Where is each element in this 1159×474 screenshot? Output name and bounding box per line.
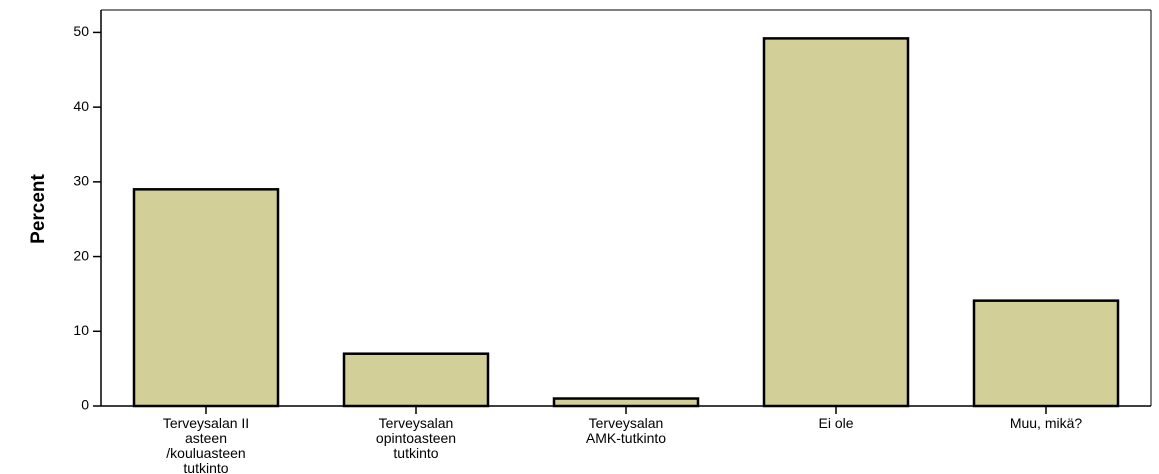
y-axis-label: Percent (28, 173, 49, 243)
x-category-label: Terveysalan AMK-tutkinto (586, 415, 666, 446)
bar (342, 352, 490, 408)
x-category-label-line: /kouluasteen (166, 445, 245, 461)
bar (552, 397, 700, 408)
x-category-label-line: Terveysalan (379, 415, 454, 431)
x-category-label-line: Muu, mikä? (1010, 415, 1083, 431)
y-tick-label: 40 (73, 98, 89, 114)
x-category-label-line: AMK-tutkinto (586, 430, 666, 446)
x-category-label-line: tutkinto (183, 460, 228, 474)
x-category-label: Terveysalan II asteen/kouluasteen tutkinto (163, 415, 249, 474)
x-category-label: Ei ole (818, 415, 853, 431)
bar (972, 299, 1120, 408)
y-tick-label: 50 (73, 23, 89, 39)
x-category-labels: Terveysalan II asteen/kouluasteen tutkinto… (163, 415, 1083, 474)
x-category-label: Muu, mikä? (1010, 415, 1083, 431)
bars (132, 37, 1120, 408)
x-category-label-line: Terveysalan (589, 415, 664, 431)
bar (762, 37, 910, 408)
x-category-label-line: asteen (185, 430, 227, 446)
x-category-label-line: Terveysalan II (163, 415, 249, 431)
y-tick-label: 10 (73, 322, 89, 338)
y-tick-label: 0 (81, 397, 89, 413)
x-category-label-line: Ei ole (818, 415, 853, 431)
y-tick-label: 20 (73, 247, 89, 263)
x-category-label-line: opintoasteen (376, 430, 456, 446)
y-ticks: 0 10 20 30 40 50 (73, 23, 101, 413)
y-tick-label: 30 (73, 173, 89, 189)
bar (132, 188, 280, 408)
x-category-label-line: tutkinto (393, 445, 438, 461)
x-category-label: Terveysalan opintoasteen tutkinto (376, 415, 456, 461)
